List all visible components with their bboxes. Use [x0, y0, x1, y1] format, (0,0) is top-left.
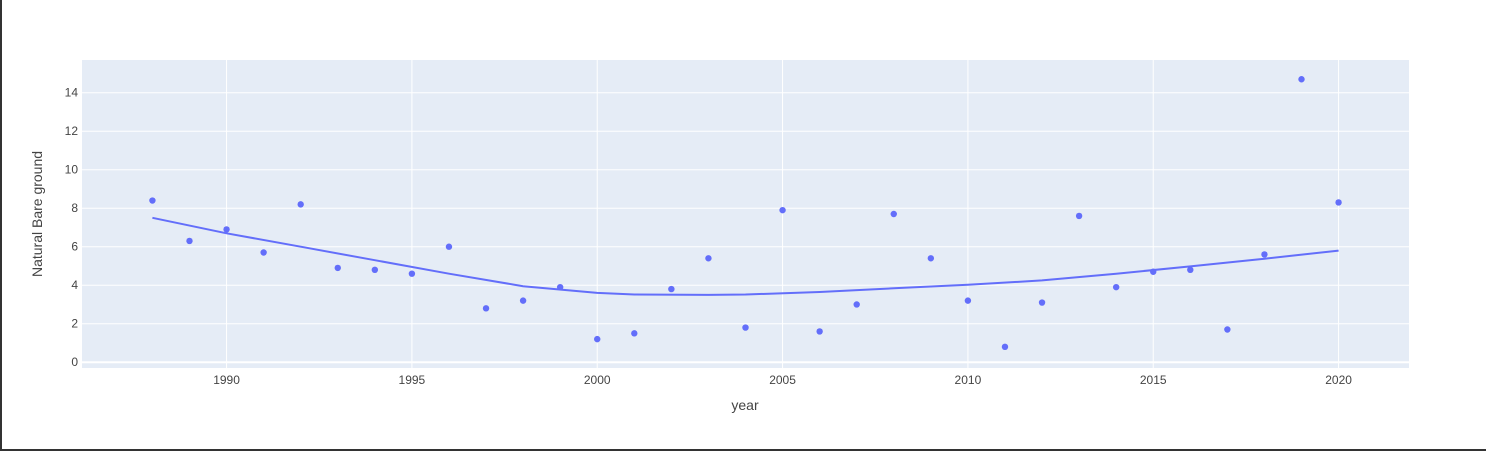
data-point [519, 297, 527, 304]
data-point [742, 324, 749, 331]
x-tick-label: 1995 [399, 373, 426, 387]
plot-background [82, 60, 1409, 368]
data-point [408, 270, 416, 277]
data-point [1224, 326, 1231, 333]
data-point [1150, 268, 1157, 275]
y-tick-label: 2 [71, 317, 78, 331]
y-tick-label: 4 [71, 278, 78, 292]
y-tick-labels: 0 2 4 6 8 10 12 14 [65, 86, 79, 370]
trend-line [152, 216, 1339, 296]
data-point [482, 305, 490, 312]
data-point [1298, 76, 1305, 83]
y-axis-title: Natural Bare ground [29, 151, 45, 277]
data-point [1075, 212, 1083, 220]
data-point [371, 266, 379, 274]
data-point [816, 328, 823, 335]
data-point [1001, 343, 1009, 351]
data-point [1112, 283, 1120, 291]
data-point [927, 255, 935, 262]
data-point [1038, 299, 1046, 306]
data-point [149, 197, 156, 204]
x-tick-label: 2015 [1140, 373, 1167, 387]
x-tick-labels: 1990 1995 2000 2005 2010 2015 2020 [213, 373, 1352, 387]
data-point [853, 301, 860, 308]
data-point [445, 243, 453, 250]
y-tick-label: 8 [71, 201, 78, 215]
y-tick-label: 0 [71, 355, 78, 369]
x-tick-label: 2020 [1325, 373, 1352, 387]
data-point [334, 264, 341, 272]
x-tick-label: 2000 [584, 373, 611, 387]
data-point [1261, 251, 1268, 258]
x-tick-label: 1990 [213, 373, 240, 387]
data-point [779, 206, 786, 214]
data-point [1187, 266, 1194, 274]
data-point [594, 335, 601, 343]
y-tick-label: 12 [65, 124, 79, 138]
x-tick-label: 2005 [769, 373, 796, 387]
data-point [668, 285, 675, 293]
x-tick-label: 2010 [955, 373, 982, 387]
y-tick-label: 10 [65, 163, 79, 177]
data-point [260, 249, 267, 256]
data-point [223, 226, 230, 233]
data-point [631, 330, 638, 337]
data-point [556, 283, 564, 291]
y-tick-label: 6 [71, 240, 78, 254]
data-point [705, 255, 712, 262]
data-point [1335, 199, 1342, 206]
data-point [186, 237, 193, 245]
data-marks [149, 76, 1342, 351]
y-tick-label: 14 [65, 86, 79, 100]
x-axis-title: year [731, 397, 759, 413]
data-point [964, 297, 972, 304]
data-point [890, 210, 897, 218]
data-point [297, 201, 304, 208]
